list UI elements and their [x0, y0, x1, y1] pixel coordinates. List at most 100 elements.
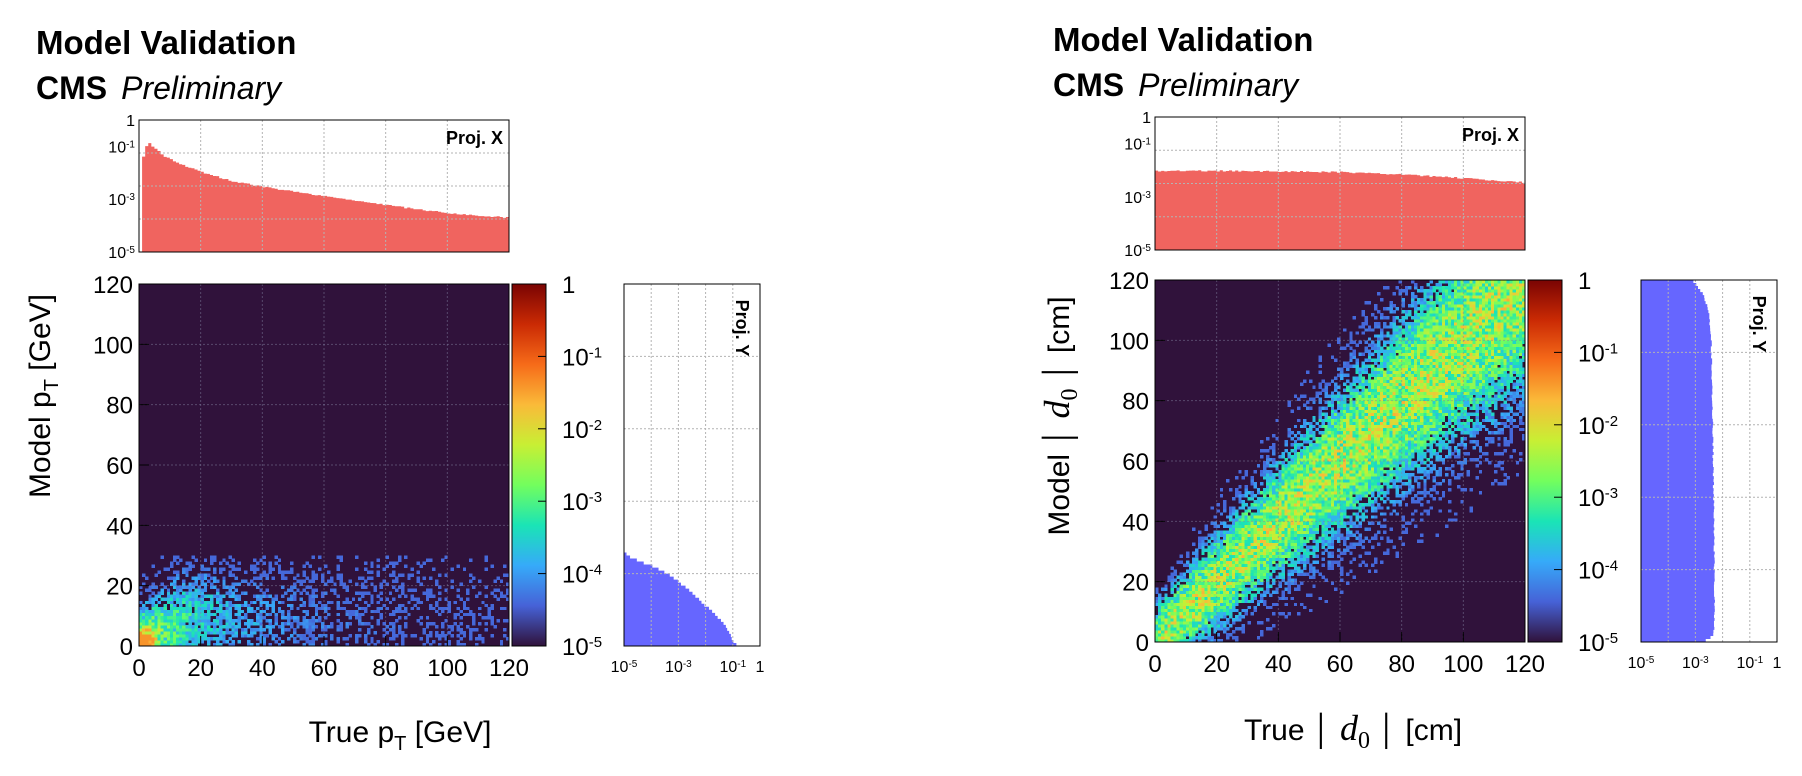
heatmap-cell — [1321, 473, 1325, 477]
heatmap-cell — [290, 567, 294, 571]
heatmap-cell — [376, 609, 380, 614]
heatmap-cell — [1259, 515, 1264, 519]
heatmap-cell — [404, 606, 408, 611]
heatmap-cell — [213, 576, 217, 581]
heatmap-cell — [1386, 403, 1390, 408]
heatmap-cell — [191, 597, 195, 602]
heatmap-cell — [1182, 611, 1187, 616]
heatmap-cell — [256, 585, 260, 590]
heatmap-cell — [1309, 518, 1313, 522]
heatmap-cell — [237, 639, 242, 644]
heatmap-cell — [256, 606, 260, 611]
heatmap-cell — [1309, 439, 1313, 444]
heatmap-cell — [1284, 479, 1288, 483]
heatmap-cell — [1343, 439, 1347, 444]
heatmap-cell — [1253, 503, 1258, 507]
heatmap-cell — [1398, 473, 1403, 477]
heatmap-cell — [185, 594, 189, 599]
heatmap-cell — [176, 597, 180, 602]
heatmap-cell — [299, 621, 303, 626]
heatmap-cell — [1398, 337, 1403, 341]
heatmap-cell — [1370, 476, 1375, 480]
heatmap-cell — [1201, 572, 1205, 577]
heatmap-cell — [1185, 596, 1190, 601]
heatmap-cell — [1389, 457, 1393, 462]
heatmap-cell — [243, 630, 248, 635]
heatmap-cell — [1164, 635, 1168, 640]
heatmap-cell — [1395, 382, 1399, 386]
heatmap-cell — [404, 624, 408, 629]
heatmap-cell — [1284, 545, 1288, 549]
projection-x-tick-label: 1 — [126, 113, 135, 130]
heatmap-cell — [253, 558, 257, 562]
heatmap-cell — [1361, 491, 1366, 495]
heatmap-cell — [1392, 442, 1396, 447]
heatmap-cell — [1386, 461, 1390, 465]
heatmap-cell — [354, 555, 359, 559]
heatmap-cell — [1235, 515, 1239, 519]
heatmap-cell — [262, 636, 266, 641]
heatmap-cell — [1170, 623, 1174, 628]
heatmap-cell — [376, 558, 380, 562]
heatmap-cell — [169, 606, 174, 611]
heatmap-cell — [1176, 611, 1181, 616]
heatmap-cell — [1383, 479, 1387, 483]
heatmap-cell — [1370, 509, 1375, 513]
heatmap-cell — [237, 567, 242, 571]
heatmap-cell — [203, 618, 208, 623]
heatmap-cell — [1269, 464, 1273, 468]
heatmap-cell — [1386, 536, 1390, 540]
heatmap-cell — [1182, 593, 1187, 598]
heatmap-cell — [1312, 424, 1316, 429]
heatmap-cell — [1377, 370, 1381, 374]
heatmap-cell — [1278, 611, 1282, 616]
heatmap-cell — [1367, 464, 1372, 468]
heatmap-cell — [382, 567, 387, 571]
heatmap-cell — [1293, 527, 1298, 531]
heatmap-cell — [1364, 322, 1369, 326]
heatmap-cell — [1352, 388, 1356, 393]
heatmap-cell — [188, 600, 192, 605]
heatmap-cell — [1340, 476, 1344, 480]
heatmap-cell — [222, 585, 226, 590]
heatmap-cell — [1225, 548, 1230, 552]
heatmap-cell — [1377, 421, 1381, 426]
heatmap-cell — [1324, 391, 1329, 396]
heatmap-cell — [188, 642, 192, 647]
heatmap-cell — [1346, 530, 1350, 534]
heatmap-cell — [1364, 328, 1369, 332]
heatmap-cell — [1235, 536, 1239, 540]
heatmap-cell — [1373, 412, 1378, 417]
heatmap-cell — [1373, 316, 1378, 320]
heatmap-cell — [407, 588, 411, 593]
heatmap-cell — [194, 594, 198, 599]
heatmap-cell — [1256, 569, 1261, 574]
heatmap-cell — [1355, 394, 1359, 399]
heatmap-cell — [1380, 464, 1384, 468]
heatmap-cell — [1383, 415, 1387, 420]
heatmap-cell — [1290, 467, 1295, 471]
heatmap-cell — [1238, 491, 1242, 495]
heatmap-cell — [314, 612, 319, 617]
heatmap-cell — [1232, 509, 1236, 513]
heatmap-cell — [1373, 461, 1378, 465]
heatmap-cell — [1315, 436, 1319, 441]
heatmap-cell — [1309, 509, 1313, 513]
heatmap-cell — [441, 621, 445, 626]
heatmap-cell — [1293, 464, 1298, 468]
y-tick-label: 120 — [93, 272, 133, 299]
heatmap-cell — [1358, 403, 1362, 408]
heatmap-cell — [1272, 548, 1276, 552]
heatmap-cell — [1321, 530, 1325, 534]
heatmap-cell — [1296, 473, 1301, 477]
heatmap-cell — [1250, 593, 1255, 598]
heatmap-cell — [1349, 500, 1353, 504]
heatmap-cell — [1312, 436, 1316, 441]
heatmap-cell — [1235, 602, 1239, 607]
heatmap-cell — [305, 609, 309, 614]
heatmap-cell — [1198, 584, 1202, 589]
heatmap-cell — [1318, 506, 1322, 510]
heatmap-cell — [1324, 451, 1329, 456]
heatmap-cell — [1222, 551, 1227, 555]
heatmap-cell — [1281, 527, 1285, 531]
